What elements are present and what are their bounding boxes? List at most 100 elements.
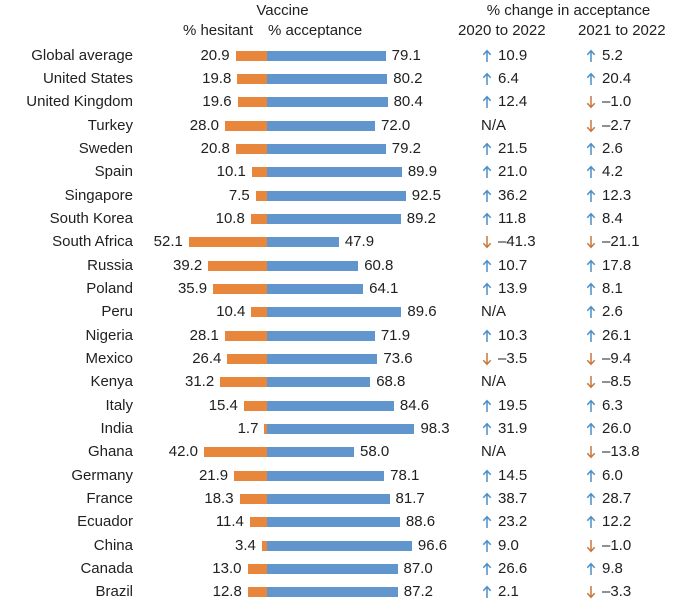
country-label: China bbox=[93, 536, 133, 554]
acceptance-value: 73.6 bbox=[383, 349, 413, 367]
down-arrow-icon bbox=[586, 376, 596, 389]
acceptance-zone: 98.3 bbox=[267, 420, 685, 438]
change-2021-2022-cell: –13.8 bbox=[585, 443, 640, 461]
change-2020-2022-value: –3.5 bbox=[498, 349, 528, 367]
chart-rows: Global average 20.9 79.1 10.9 5.2 United Stat… bbox=[0, 44, 685, 604]
hesitant-column-header: % hesitant bbox=[182, 22, 253, 39]
country-label: Spain bbox=[94, 163, 133, 181]
up-arrow-icon bbox=[586, 305, 596, 319]
up-arrow-icon bbox=[586, 562, 596, 575]
change-2020-2022-cell: 9.0 bbox=[481, 537, 519, 555]
hesitant-zone: 20.9 bbox=[133, 47, 267, 65]
acceptance-bar bbox=[267, 423, 415, 434]
change-2020-2022-cell: 14.5 bbox=[481, 467, 527, 485]
country-label: Singapore bbox=[64, 186, 133, 204]
hesitant-value: 13.0 bbox=[212, 559, 242, 577]
hesitant-bar bbox=[247, 587, 267, 598]
country-label: Ghana bbox=[87, 443, 133, 461]
hesitant-bar bbox=[261, 540, 267, 551]
up-arrow-icon bbox=[586, 422, 596, 435]
change-2020-2022-cell: N/A bbox=[481, 303, 506, 321]
up-arrow-icon bbox=[482, 142, 492, 155]
country-row: Italy 15.4 84.6 19.5 6.3 bbox=[0, 394, 685, 417]
country-label: Poland bbox=[86, 279, 133, 297]
change-2020-2022-value: N/A bbox=[481, 116, 507, 134]
change-2021-2022-cell: –2.7 bbox=[585, 117, 631, 135]
change-2020-2022-value: 23.2 bbox=[498, 513, 528, 531]
hesitant-value: 18.3 bbox=[204, 489, 234, 507]
hesitant-value: 21.9 bbox=[198, 466, 229, 484]
acceptance-zone: 89.9 bbox=[267, 163, 685, 181]
hesitant-zone: 3.4 bbox=[133, 537, 267, 555]
change-2021-2022-value: –8.5 bbox=[602, 373, 632, 391]
change-2021-2022-value: 6.0 bbox=[602, 466, 623, 484]
change-2020-2022-cell: N/A bbox=[481, 117, 506, 135]
change-2020-2022-cell: 31.9 bbox=[481, 420, 527, 438]
hesitant-value: 12.8 bbox=[212, 583, 242, 601]
change-2021-2022-cell: 17.8 bbox=[585, 257, 631, 275]
acceptance-bar bbox=[267, 307, 402, 318]
change-2020-2022-cell: 12.4 bbox=[481, 93, 527, 111]
acceptance-zone: 89.6 bbox=[267, 303, 685, 321]
acceptance-bar bbox=[267, 353, 378, 364]
acceptance-bar bbox=[267, 447, 354, 458]
country-row: United States 19.8 80.2 6.4 20.4 bbox=[0, 67, 685, 90]
hesitant-zone: 42.0 bbox=[133, 443, 267, 461]
country-label: India bbox=[100, 419, 133, 437]
hesitant-value: 3.4 bbox=[235, 536, 256, 554]
country-label: South Africa bbox=[52, 233, 133, 251]
acceptance-value: 80.2 bbox=[393, 69, 423, 87]
acceptance-zone: 78.1 bbox=[267, 467, 685, 485]
country-row: Turkey 28.0 72.0 N/A –2.7 bbox=[0, 114, 685, 137]
down-arrow-icon bbox=[586, 96, 596, 109]
acceptance-zone: 87.0 bbox=[267, 560, 685, 578]
down-arrow-icon bbox=[586, 119, 596, 133]
acceptance-zone: 96.6 bbox=[267, 537, 685, 555]
change-2020-2022-value: 36.2 bbox=[498, 186, 528, 204]
country-row: South Africa 52.1 47.9 –41.3 –21.1 bbox=[0, 231, 685, 254]
up-arrow-icon bbox=[586, 142, 596, 155]
acceptance-bar bbox=[267, 143, 386, 154]
acceptance-bar bbox=[267, 377, 371, 388]
change-2020-2022-value: 21.5 bbox=[498, 139, 528, 157]
change-2020-2022-value: 14.5 bbox=[498, 466, 528, 484]
hesitant-zone: 11.4 bbox=[133, 513, 267, 531]
change-2021-2022-value: 2.6 bbox=[602, 303, 623, 321]
change-2020-2022-cell: 23.2 bbox=[481, 513, 527, 531]
up-arrow-icon bbox=[586, 259, 596, 272]
change-2021-2022-column-header: 2021 to 2022 bbox=[578, 22, 666, 39]
up-arrow-icon bbox=[482, 189, 492, 202]
acceptance-value: 98.3 bbox=[420, 419, 450, 437]
change-2021-2022-cell: –8.5 bbox=[585, 373, 631, 391]
acceptance-value: 89.9 bbox=[407, 163, 438, 181]
hesitant-zone: 1.7 bbox=[133, 420, 267, 438]
change-2020-2022-value: 10.9 bbox=[498, 46, 528, 64]
acceptance-zone: 64.1 bbox=[267, 280, 685, 298]
country-row: Brazil 12.8 87.2 2.1 –3.3 bbox=[0, 581, 685, 604]
acceptance-value: 71.9 bbox=[380, 326, 411, 344]
down-arrow-icon bbox=[482, 236, 492, 249]
change-2021-2022-value: –9.4 bbox=[602, 349, 632, 367]
acceptance-value: 88.6 bbox=[405, 513, 436, 531]
hesitant-zone: 21.9 bbox=[133, 467, 267, 485]
change-2021-2022-cell: 12.2 bbox=[585, 513, 631, 531]
change-2021-2022-value: –1.0 bbox=[602, 93, 632, 111]
change-2020-2022-cell: N/A bbox=[481, 373, 506, 391]
hesitant-bar bbox=[264, 423, 267, 434]
change-2020-2022-value: 19.5 bbox=[498, 396, 528, 414]
acceptance-value: 72.0 bbox=[381, 116, 411, 134]
acceptance-zone: 79.1 bbox=[267, 47, 685, 65]
up-arrow-icon bbox=[482, 399, 492, 412]
change-2021-2022-cell: 6.3 bbox=[585, 397, 623, 415]
acceptance-bar bbox=[267, 330, 375, 341]
country-row: Poland 35.9 64.1 13.9 8.1 bbox=[0, 277, 685, 300]
change-2021-2022-value: 8.4 bbox=[602, 209, 623, 227]
hesitant-bar bbox=[251, 307, 267, 318]
hesitant-value: 7.5 bbox=[228, 186, 250, 204]
change-2020-2022-value: 12.4 bbox=[498, 93, 528, 111]
change-2021-2022-value: 26.0 bbox=[602, 419, 632, 437]
change-2020-2022-value: N/A bbox=[481, 443, 507, 461]
acceptance-zone: 92.5 bbox=[267, 187, 685, 205]
acceptance-value: 84.6 bbox=[399, 396, 430, 414]
change-2020-2022-value: N/A bbox=[481, 303, 507, 321]
